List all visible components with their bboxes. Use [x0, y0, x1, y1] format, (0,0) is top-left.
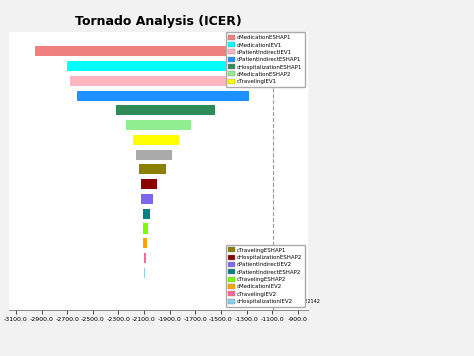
Title: Tornado Analysis (ICER): Tornado Analysis (ICER)	[75, 15, 242, 28]
Bar	[144, 253, 146, 263]
Bar	[144, 238, 146, 248]
Bar	[137, 150, 172, 159]
Bar	[70, 76, 259, 86]
Bar	[141, 179, 157, 189]
Bar	[143, 224, 148, 234]
Legend: cTravelingESHAP1, cHospitalizationESHAP2, cPatientIndirectIEV2, cPatientIndirect: cTravelingESHAP1, cHospitalizationESHAP2…	[226, 245, 305, 307]
Text: EV  -109749.22142: EV -109749.22142	[273, 299, 320, 304]
Bar	[144, 268, 145, 278]
Bar	[139, 164, 166, 174]
Bar	[141, 194, 153, 204]
Bar	[77, 90, 249, 101]
Bar	[116, 105, 215, 115]
Bar	[67, 61, 257, 71]
Bar	[143, 209, 150, 219]
Bar	[126, 120, 191, 130]
Bar	[35, 46, 306, 56]
Bar	[133, 135, 179, 145]
